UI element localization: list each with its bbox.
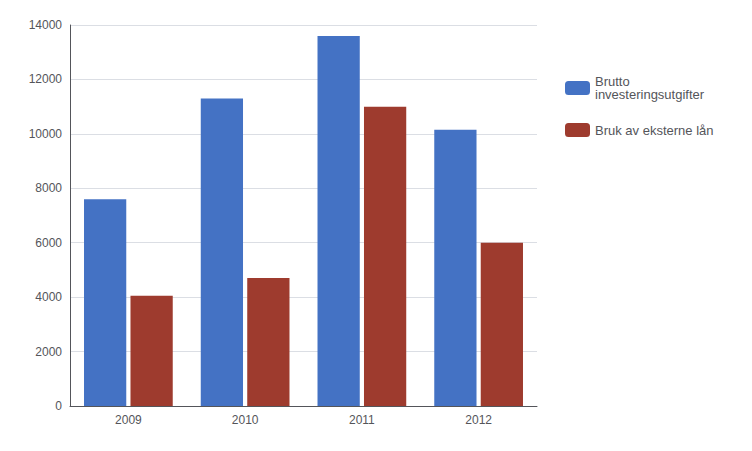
svg-text:2009: 2009	[115, 413, 142, 427]
svg-text:12000: 12000	[29, 72, 63, 86]
svg-text:14000: 14000	[29, 18, 63, 32]
svg-text:investeringsutgifter: investeringsutgifter	[595, 87, 705, 102]
svg-text:8000: 8000	[35, 181, 62, 195]
svg-text:2010: 2010	[232, 413, 259, 427]
svg-text:6000: 6000	[35, 236, 62, 250]
svg-text:2000: 2000	[35, 345, 62, 359]
svg-text:2011: 2011	[349, 413, 375, 427]
svg-text:0: 0	[55, 399, 62, 413]
svg-text:4000: 4000	[35, 290, 62, 304]
svg-text:10000: 10000	[29, 127, 63, 141]
svg-text:Bruk av eksterne lån: Bruk av eksterne lån	[595, 123, 714, 138]
svg-text:2012: 2012	[465, 413, 492, 427]
svg-text:Brutto: Brutto	[595, 74, 630, 89]
